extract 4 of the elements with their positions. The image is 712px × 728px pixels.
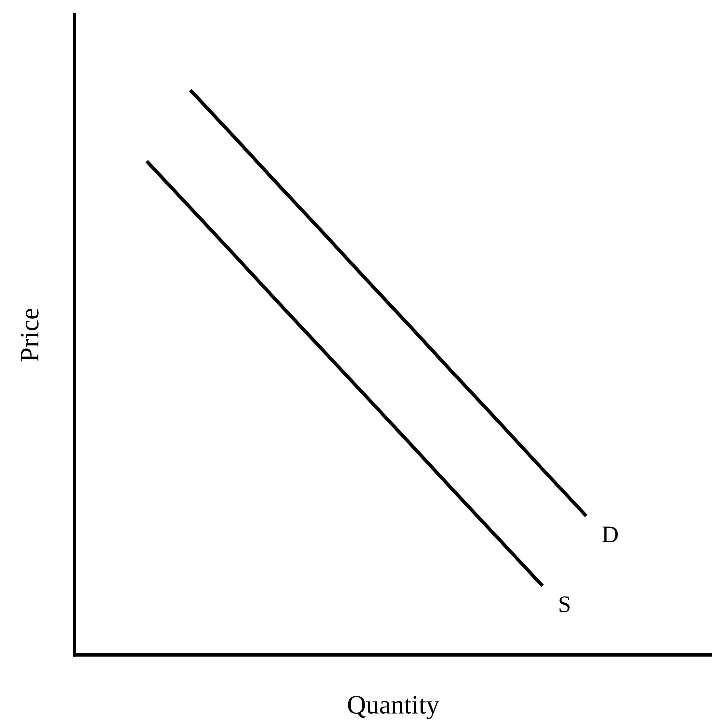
x-axis-title: Quantity xyxy=(348,696,440,720)
series-label: D xyxy=(602,526,618,542)
series-label: S xyxy=(560,596,570,612)
y-axis-title: Price xyxy=(21,309,39,362)
